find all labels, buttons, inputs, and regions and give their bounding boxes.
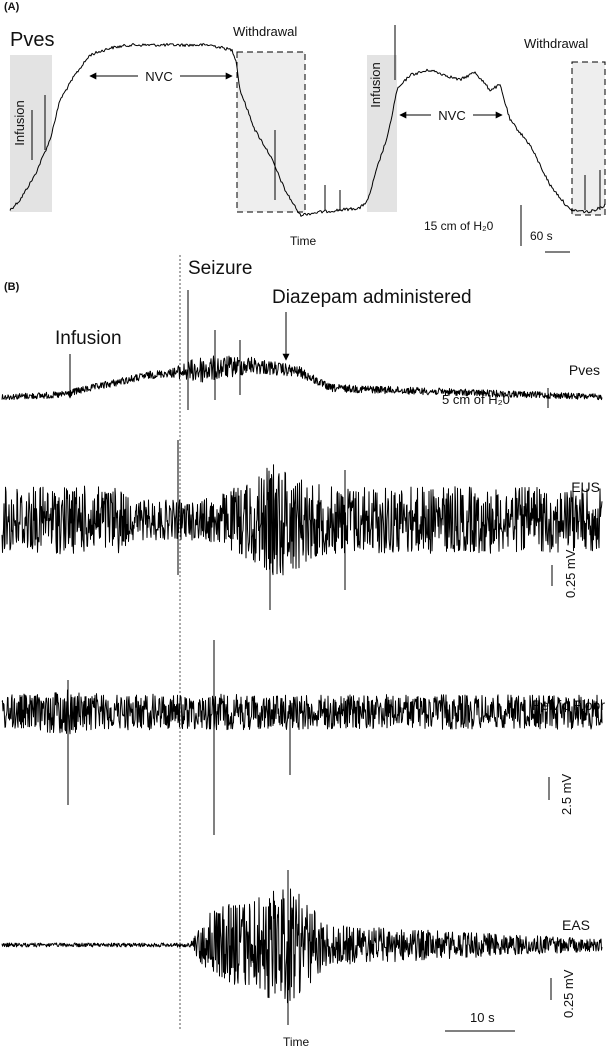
pves-trace [1,290,603,410]
nvc-label: NVC [145,69,172,84]
scale-label: 10 s [470,1010,495,1025]
region-label: Withdrawal [524,36,588,51]
eus-trace [1,440,603,610]
event-label: Infusion [55,328,122,349]
label-bg [431,107,473,123]
panel-label: (B) [4,281,20,293]
axis-label: Time [283,1035,310,1049]
pelvic-floor-trace [1,640,603,835]
scale-label: 15 cm of H₂0 [424,219,494,233]
scale-label: 0.25 mV [563,549,578,598]
trace-label: Pves [10,29,54,51]
region-label: Infusion [368,62,383,108]
scale-label: 60 s [530,229,553,243]
trace-label: Pves [569,362,600,378]
trace-label: EUS [571,479,600,495]
region-label: Withdrawal [233,24,297,39]
panel-label: (A) [4,1,20,13]
event-label: Diazepam administered [272,287,472,308]
scale-label: 0.25 mV [561,969,576,1018]
scale-label: 2.5 mV [559,773,574,815]
withdrawal-region [236,51,306,213]
axis-label: Time [290,234,317,248]
label-bg [138,68,180,84]
trace-label: EAS [562,917,590,933]
eas-trace [1,870,603,1025]
pressure-trace [9,25,606,217]
region-label: Infusion [12,100,27,146]
event-label: Seizure [188,258,252,279]
nvc-label: NVC [438,108,465,123]
